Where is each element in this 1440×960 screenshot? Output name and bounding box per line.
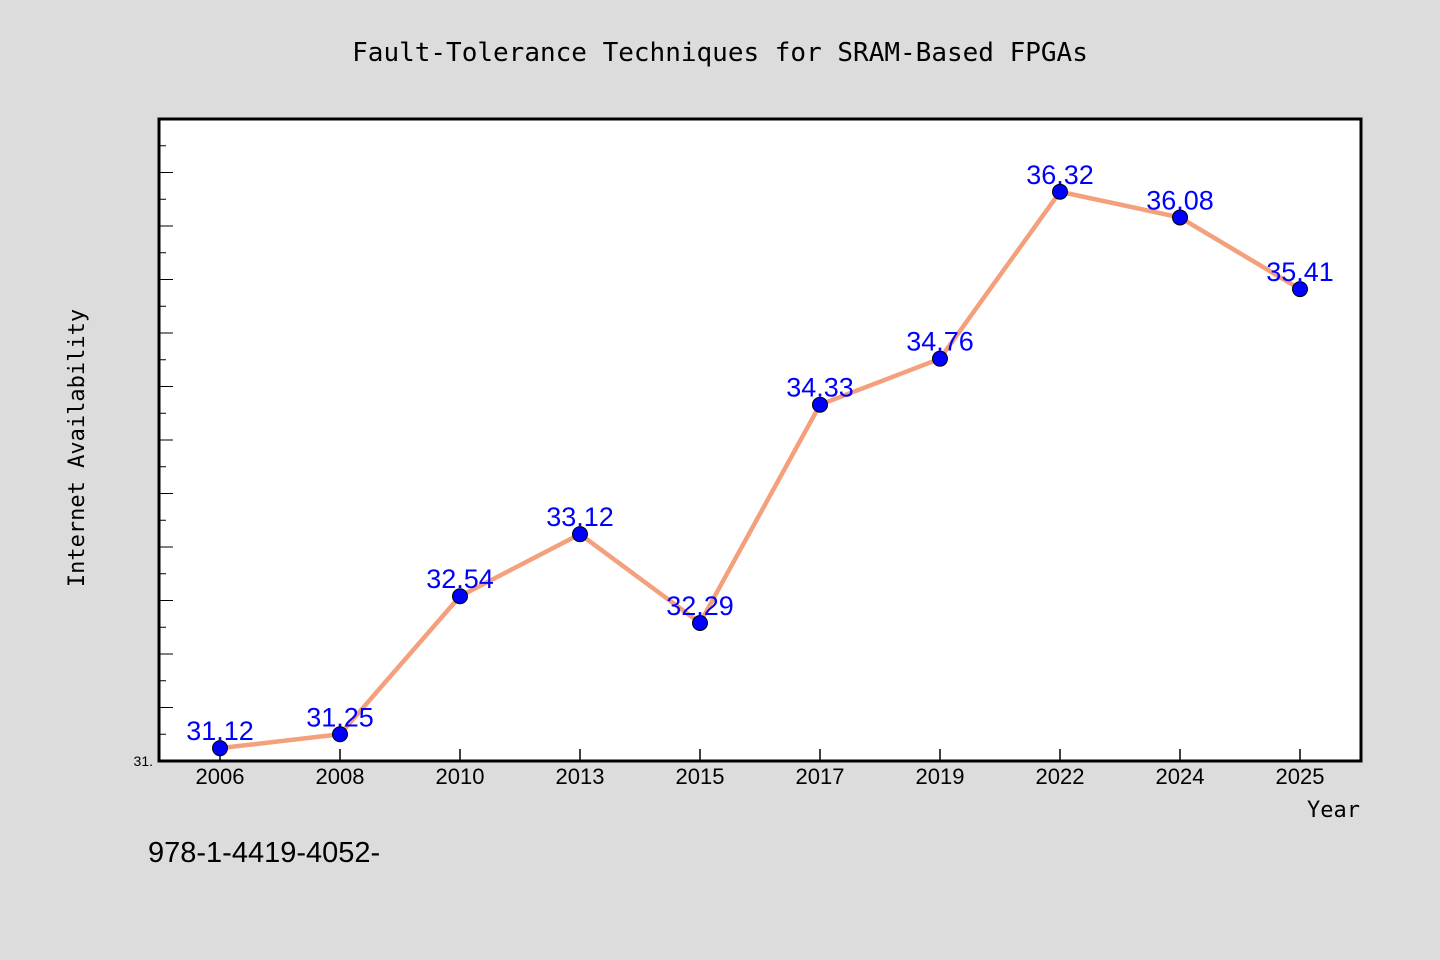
footer-text: 978-1-4419-4052- bbox=[148, 837, 380, 869]
x-tick-label: 2019 bbox=[916, 764, 965, 789]
x-axis-ticks: 2006 2008 2010 2013 2015 2017 2019 2022 2024 2025 bbox=[196, 749, 1325, 789]
data-markers bbox=[212, 183, 1308, 757]
data-point bbox=[812, 396, 828, 413]
data-label: 33.12 bbox=[546, 502, 614, 532]
x-tick-label: 2006 bbox=[196, 764, 245, 789]
x-tick-label: 2017 bbox=[796, 764, 845, 789]
data-label: 31.25 bbox=[306, 702, 374, 732]
y-axis-ticks: 31. bbox=[134, 118, 173, 769]
data-label: 34.76 bbox=[906, 327, 974, 357]
y-tick-label: 31. bbox=[134, 753, 153, 769]
x-tick-label: 2013 bbox=[556, 764, 605, 789]
data-point bbox=[332, 726, 348, 743]
x-axis-label: Year bbox=[1307, 798, 1360, 823]
x-tick-label: 2010 bbox=[436, 764, 485, 789]
series-line bbox=[217, 189, 1303, 751]
data-label: 35.41 bbox=[1266, 257, 1334, 287]
x-tick-label: 2022 bbox=[1036, 764, 1085, 789]
data-point bbox=[572, 526, 588, 543]
x-tick-label: 2025 bbox=[1276, 764, 1325, 789]
data-point bbox=[1172, 209, 1188, 226]
data-point bbox=[932, 350, 948, 367]
x-tick-label: 2015 bbox=[676, 764, 725, 789]
plot-area bbox=[157, 117, 1363, 763]
data-label: 36.08 bbox=[1146, 185, 1214, 215]
data-label: 32.29 bbox=[666, 591, 734, 621]
data-labels: 31.12 31.25 32.54 33.12 32.29 34.33 34.76 36.32… bbox=[186, 160, 1334, 746]
data-point bbox=[452, 588, 468, 605]
data-label: 31.12 bbox=[186, 716, 254, 746]
data-label: 34.33 bbox=[786, 373, 854, 403]
chart-title: Fault-Tolerance Techniques for SRAM-Base… bbox=[352, 38, 1088, 68]
series-line-group bbox=[217, 189, 1303, 751]
data-point bbox=[1052, 183, 1068, 200]
x-tick-label: 2008 bbox=[316, 764, 365, 789]
x-tick-label: 2024 bbox=[1156, 764, 1205, 789]
data-label: 32.54 bbox=[426, 564, 494, 594]
data-label: 36.32 bbox=[1026, 160, 1094, 190]
data-point bbox=[212, 740, 228, 757]
data-point bbox=[692, 614, 708, 631]
y-axis-label: Internet Availability bbox=[65, 309, 90, 587]
data-point bbox=[1292, 281, 1308, 298]
